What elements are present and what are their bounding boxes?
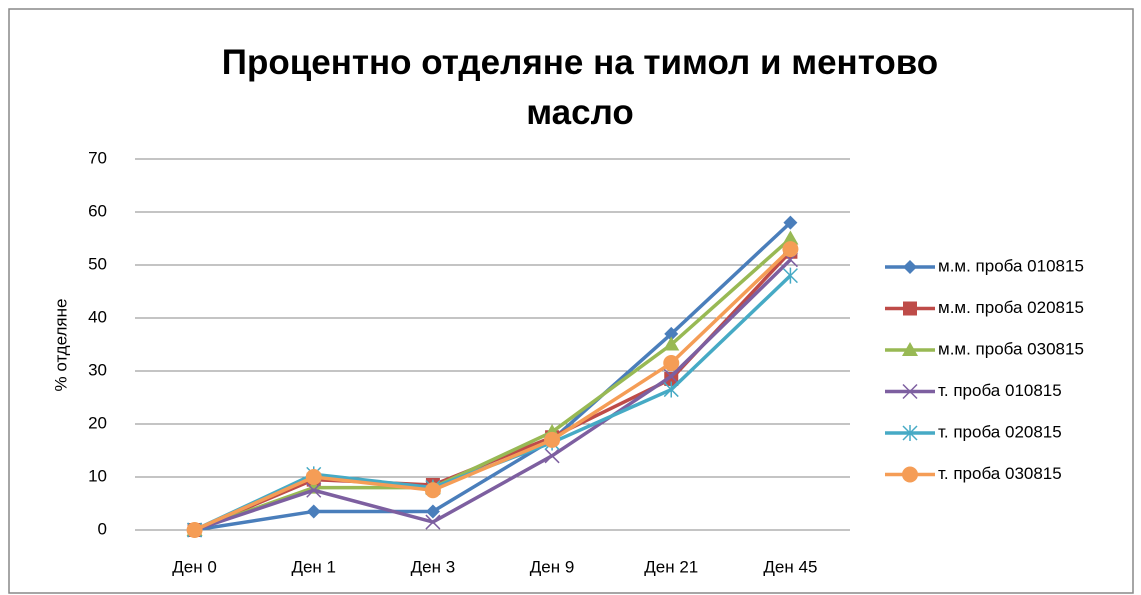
y-tick-label: 60 <box>88 201 107 220</box>
y-tick-label: 30 <box>88 360 107 379</box>
chart-border <box>8 8 1134 594</box>
marker <box>544 431 561 448</box>
legend-label: м.м. проба 030815 <box>938 339 1084 358</box>
x-tick-label: Ден 45 <box>763 557 817 576</box>
y-tick-label: 0 <box>98 519 107 538</box>
marker <box>782 267 798 284</box>
legend-label: т. проба 020815 <box>938 422 1062 441</box>
line <box>194 258 792 532</box>
line <box>193 237 792 532</box>
marker <box>782 241 799 258</box>
legend-label: м.м. проба 010815 <box>938 256 1084 275</box>
legend-label: т. проба 010815 <box>938 381 1062 400</box>
x-tick-label: Ден 9 <box>530 557 575 576</box>
y-tick-label: 70 <box>88 148 107 167</box>
legend-marker <box>902 383 918 400</box>
y-tick-label: 50 <box>88 254 107 273</box>
marker <box>663 381 679 398</box>
legend-label: м.м. проба 020815 <box>938 298 1084 317</box>
marker <box>783 215 798 230</box>
marker <box>305 469 322 485</box>
marker <box>544 448 560 464</box>
marker <box>663 368 679 384</box>
marker <box>306 482 322 498</box>
legend-marker <box>903 301 917 316</box>
y-tick-label: 40 <box>88 307 107 326</box>
chart-title: Процентно отделяне на тимол и ментово ма… <box>221 43 939 132</box>
marker <box>663 336 680 351</box>
marker <box>782 230 799 245</box>
legend-label: т. проба 030815 <box>938 464 1062 483</box>
x-tick-label: Ден 3 <box>411 557 456 576</box>
y-tick-label: 20 <box>88 413 107 432</box>
marker <box>425 514 441 530</box>
y-tick-label: 10 <box>88 466 107 485</box>
legend-marker <box>903 260 917 274</box>
marker <box>306 504 321 519</box>
line <box>193 247 792 532</box>
legend-marker <box>902 425 918 441</box>
marker <box>186 522 203 538</box>
legend-marker <box>902 466 918 483</box>
marker <box>664 371 679 386</box>
marker <box>424 482 441 499</box>
x-tick-label: Ден 1 <box>291 557 336 576</box>
marker <box>664 326 679 341</box>
y-axis-label: % отделяне <box>51 299 70 392</box>
marker <box>425 504 440 519</box>
marker <box>663 355 680 372</box>
line <box>194 221 792 532</box>
x-tick-label: Ден 0 <box>172 557 217 576</box>
x-tick-label: Ден 21 <box>644 557 698 576</box>
legend-marker <box>902 342 918 356</box>
